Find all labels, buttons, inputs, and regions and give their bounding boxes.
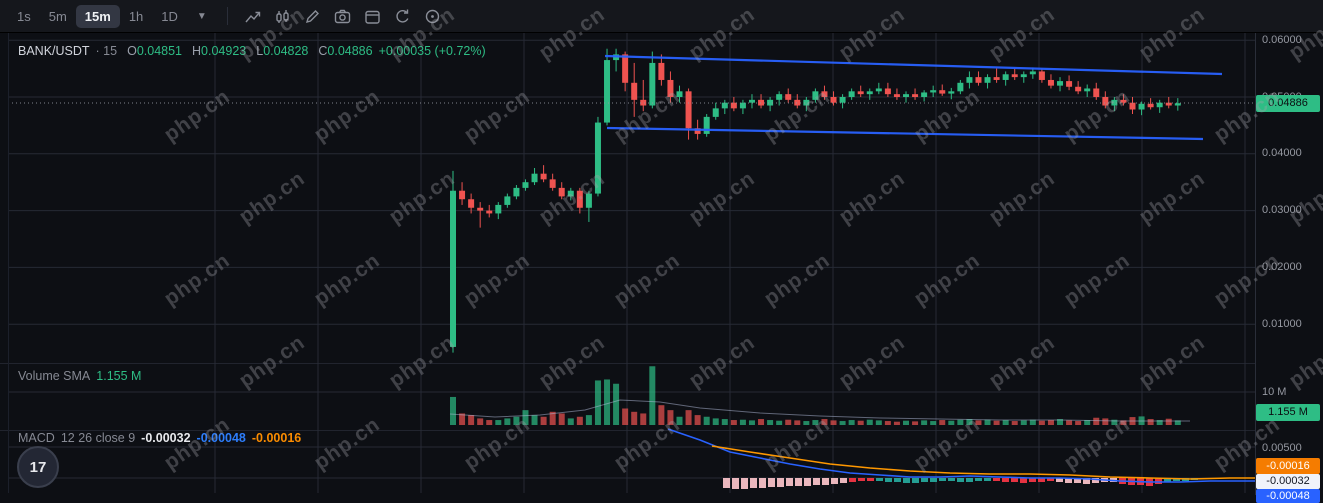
replay-icon[interactable]: [388, 3, 418, 29]
axis-tick: 0.06000: [1262, 34, 1302, 46]
tradingview-logo-glyph: 17: [29, 458, 47, 476]
axis-tick: 10 M: [1262, 386, 1287, 398]
timeframe-group: 1s 5m 15m 1h 1D: [8, 4, 187, 28]
chart-line-icon[interactable]: [238, 3, 268, 29]
volume-legend-title: Volume SMA: [18, 369, 91, 383]
timeframe-dropdown-caret-icon[interactable]: ▼: [196, 10, 207, 22]
macd-line-value: -0.00048: [196, 431, 246, 445]
tradingview-logo[interactable]: 17: [17, 446, 59, 488]
macd-legend-params: 12 26 close 9: [60, 431, 136, 445]
timeframe-button-5m[interactable]: 5m: [40, 5, 76, 28]
axis-tick: 0.01000: [1262, 318, 1302, 330]
axis-tick: 0.04000: [1262, 147, 1302, 159]
ohlc-high: H0.04923: [192, 44, 247, 58]
symbol-name: BANK/USDT: [18, 44, 90, 58]
ohlc-open: O0.04851: [127, 44, 183, 58]
macd-legend-title: MACD: [18, 431, 55, 445]
target-icon[interactable]: [418, 3, 448, 29]
price-axis[interactable]: 0.060000.050000.040000.030000.020000.010…: [1255, 32, 1323, 503]
symbol-interval: · 15: [95, 44, 118, 58]
candles-icon[interactable]: [268, 3, 298, 29]
camera-icon[interactable]: [328, 3, 358, 29]
top-toolbar: 1s 5m 15m 1h 1D ▼: [0, 0, 1323, 33]
price-tag: -0.00048: [1256, 489, 1320, 503]
price-change: +0.00035 (+0.72%): [378, 44, 486, 58]
price-tag: 0.04886: [1256, 95, 1320, 112]
ohlc-close: C0.04886: [318, 44, 373, 58]
axis-tick: 0.02000: [1262, 261, 1302, 273]
timeframe-button-15m[interactable]: 15m: [75, 4, 120, 28]
timeframe-button-1D[interactable]: 1D: [152, 5, 187, 28]
volume-legend: Volume SMA 1.155 M: [18, 369, 141, 383]
axis-tick: 0.00500: [1262, 442, 1302, 454]
axis-tick: 0.03000: [1262, 204, 1302, 216]
price-tag: -0.00032: [1256, 474, 1320, 489]
draw-pencil-icon[interactable]: [298, 3, 328, 29]
timeframe-button-1s[interactable]: 1s: [8, 5, 40, 28]
symbol-legend: BANK/USDT · 15 O0.04851 H0.04923 L0.0482…: [18, 44, 486, 58]
macd-legend: MACD 12 26 close 9 -0.00032 -0.00048 -0.…: [18, 431, 301, 445]
macd-hist-value: -0.00032: [141, 431, 191, 445]
calendar-icon[interactable]: [358, 3, 388, 29]
price-tag: -0.00016: [1256, 458, 1320, 474]
price-tag: 1.155 M: [1256, 404, 1320, 421]
ohlc-low: L0.04828: [256, 44, 309, 58]
toolbar-separator: [226, 7, 228, 25]
volume-legend-value: 1.155 M: [96, 369, 142, 383]
macd-signal-value: -0.00016: [251, 431, 302, 445]
timeframe-button-1h[interactable]: 1h: [120, 5, 152, 28]
